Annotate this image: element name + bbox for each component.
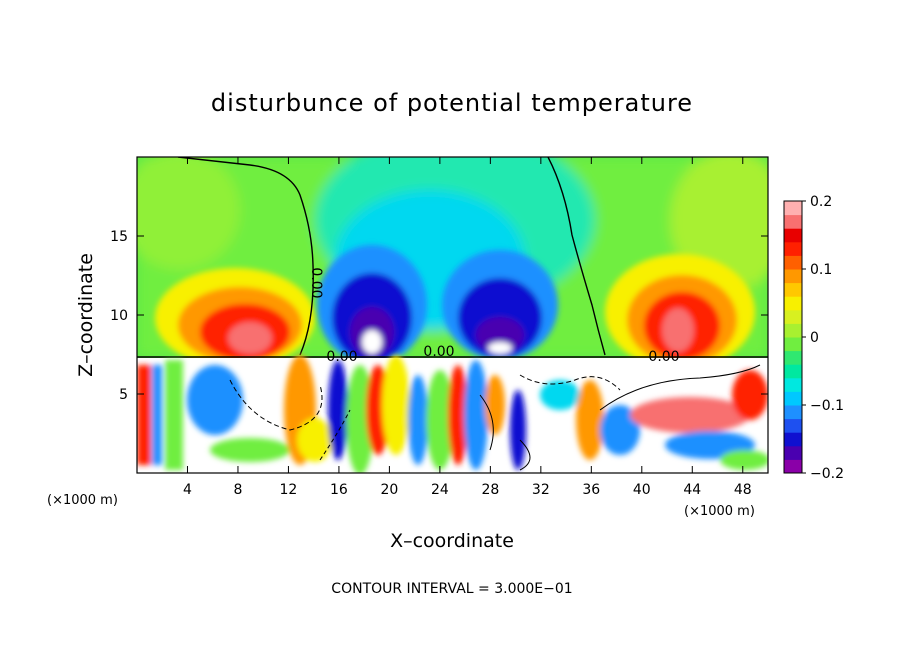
x-tick-label: 36 — [582, 482, 600, 498]
colorbar-swatch — [784, 377, 802, 392]
colorbar-swatch — [784, 282, 802, 297]
x-tick-label: 44 — [683, 482, 701, 498]
lower-turbulent-layer — [137, 355, 768, 473]
cold-anomaly-1 — [317, 245, 427, 365]
y-tick-label: 15 — [110, 229, 128, 245]
colorbar-tick-label: 0 — [810, 330, 819, 346]
contour-label-vertical: 0.00 — [308, 267, 324, 298]
contour-zero-left — [177, 157, 314, 356]
x-tick-label: 4 — [183, 482, 192, 498]
colorbar-tick-label: 0.1 — [810, 262, 832, 278]
colorbar-swatch — [784, 214, 802, 229]
y-tick-label: 10 — [110, 308, 128, 324]
colorbar-swatch — [784, 418, 802, 433]
colorbar-swatch — [784, 255, 802, 270]
colorbar-swatch — [784, 296, 802, 311]
colorbar-tick-label: −0.2 — [810, 466, 844, 482]
cold-anomaly-2 — [442, 250, 558, 360]
colorbar-swatch — [784, 201, 802, 216]
colorbar-swatch — [784, 445, 802, 460]
x-tick-label: 8 — [233, 482, 242, 498]
y-axis: 5 10 15 — [110, 229, 768, 403]
colorbar-swatch — [784, 337, 802, 352]
x-tick-label: 16 — [330, 482, 348, 498]
x-axis-label: X–coordinate — [390, 530, 514, 552]
x-tick-label: 24 — [431, 482, 449, 498]
chart-title: disturbunce of potential temperature — [211, 89, 693, 117]
colorbar-swatch — [784, 323, 802, 338]
colorbar-swatch — [784, 391, 802, 406]
x-axis: 4 8 12 16 20 24 28 32 36 40 44 48 — [183, 157, 752, 498]
colorbar-tick-label: −0.1 — [810, 398, 844, 414]
contour-label-1: 0.00 — [326, 349, 357, 365]
x-axis-unit-right: (×1000 m) — [684, 504, 755, 519]
y-axis-label: Z–coordinate — [75, 253, 97, 377]
colorbar-swatch — [784, 364, 802, 379]
warm-anomaly-right — [605, 254, 755, 370]
x-tick-label: 40 — [633, 482, 651, 498]
x-tick-label: 12 — [280, 482, 298, 498]
colorbar-swatch — [784, 350, 802, 365]
colorbar-swatch — [784, 309, 802, 324]
colorbar-swatch — [784, 459, 802, 474]
plot-area: 0.00 0.00 0.00 0.00 — [137, 157, 768, 473]
x-tick-label: 28 — [481, 482, 499, 498]
x-tick-label: 48 — [734, 482, 752, 498]
colorbar-swatch — [784, 432, 802, 447]
colorbar-swatch — [784, 228, 802, 243]
x-tick-label: 20 — [380, 482, 398, 498]
colorbar-swatch — [784, 405, 802, 420]
colorbar: 0.2 0.1 0 −0.1 −0.2 — [783, 194, 844, 482]
warm-anomaly-left — [155, 268, 315, 368]
colorbar-swatch — [784, 269, 802, 284]
x-tick-label: 32 — [532, 482, 550, 498]
x-axis-unit-left: (×1000 m) — [47, 493, 118, 508]
y-tick-label: 5 — [119, 387, 128, 403]
colorbar-swatch — [784, 241, 802, 256]
contour-label-3: 0.00 — [648, 349, 679, 365]
contour-interval-text: CONTOUR INTERVAL = 3.000E−01 — [331, 581, 572, 597]
contour-label-2: 0.00 — [423, 344, 454, 360]
colorbar-tick-label: 0.2 — [810, 194, 832, 210]
contour-zero-right — [547, 157, 606, 356]
